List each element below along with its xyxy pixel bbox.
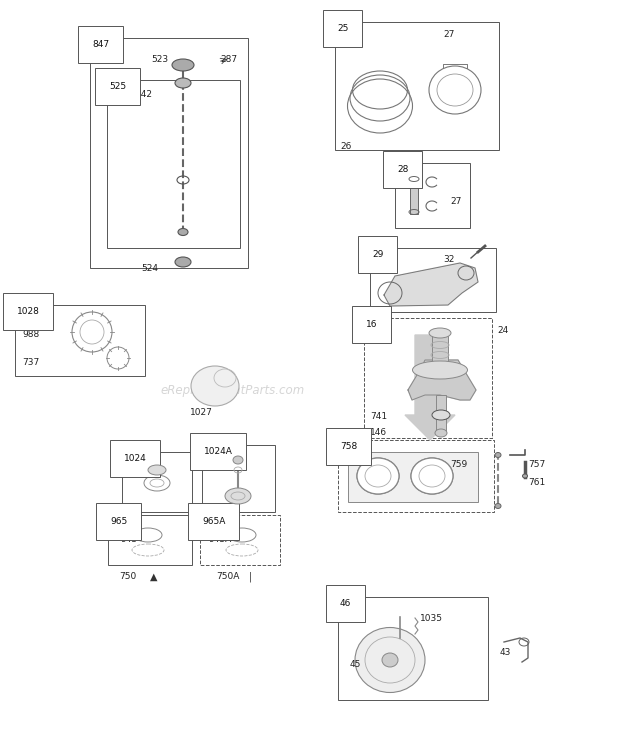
- Text: 750A: 750A: [216, 572, 240, 581]
- Bar: [108, 515, 192, 565]
- Ellipse shape: [225, 488, 251, 504]
- Text: ▲: ▲: [150, 572, 157, 582]
- Text: eReplacementParts.com: eReplacementParts.com: [160, 383, 304, 397]
- Text: 761: 761: [528, 478, 545, 487]
- Text: 750: 750: [120, 572, 136, 581]
- Text: 965A: 965A: [202, 517, 226, 526]
- Text: 28: 28: [397, 165, 409, 174]
- Ellipse shape: [175, 78, 191, 88]
- Text: 16: 16: [366, 320, 378, 329]
- Text: 737: 737: [22, 358, 39, 367]
- Ellipse shape: [382, 653, 398, 667]
- Ellipse shape: [435, 429, 447, 437]
- Text: 46: 46: [340, 599, 352, 608]
- Bar: [200, 515, 280, 565]
- Text: 1024: 1024: [124, 454, 147, 463]
- Ellipse shape: [178, 228, 188, 236]
- Bar: [432, 333, 448, 363]
- Text: 45: 45: [350, 660, 361, 669]
- Text: 29: 29: [372, 250, 383, 259]
- Text: 758: 758: [340, 442, 357, 451]
- Text: 32: 32: [443, 255, 454, 264]
- Text: 943A: 943A: [208, 535, 231, 544]
- Ellipse shape: [233, 456, 243, 464]
- Text: 24: 24: [497, 326, 508, 335]
- Text: 943: 943: [120, 535, 137, 544]
- Ellipse shape: [523, 474, 528, 478]
- Bar: [107, 80, 240, 248]
- Text: 757: 757: [528, 460, 545, 469]
- FancyArrow shape: [405, 335, 455, 440]
- Polygon shape: [408, 360, 476, 400]
- Bar: [122, 452, 192, 512]
- Bar: [364, 318, 492, 438]
- Ellipse shape: [355, 627, 425, 693]
- Text: 525: 525: [109, 82, 126, 91]
- Ellipse shape: [357, 458, 399, 494]
- Text: |: |: [249, 572, 252, 583]
- Text: 965: 965: [110, 517, 127, 526]
- Ellipse shape: [175, 257, 191, 267]
- Text: 43: 43: [500, 648, 511, 657]
- Ellipse shape: [148, 465, 166, 475]
- Text: 1035: 1035: [420, 614, 443, 623]
- Text: 1027: 1027: [190, 408, 213, 417]
- Ellipse shape: [429, 328, 451, 338]
- Bar: [90, 38, 248, 268]
- Ellipse shape: [411, 458, 453, 494]
- Bar: [15, 305, 145, 376]
- Ellipse shape: [172, 59, 194, 71]
- Bar: [348, 452, 478, 502]
- Text: 25: 25: [337, 24, 348, 33]
- Bar: [338, 440, 494, 512]
- Text: 1024A: 1024A: [204, 447, 233, 456]
- Polygon shape: [384, 263, 478, 306]
- Bar: [338, 597, 488, 700]
- Bar: [410, 178, 418, 214]
- Text: 26: 26: [340, 142, 352, 151]
- Text: 287: 287: [220, 55, 237, 64]
- Text: 741: 741: [370, 412, 387, 421]
- Ellipse shape: [412, 361, 467, 379]
- Ellipse shape: [432, 410, 450, 420]
- Text: 27: 27: [443, 30, 454, 39]
- Text: 523: 523: [151, 55, 168, 64]
- Bar: [370, 248, 496, 312]
- Ellipse shape: [495, 504, 501, 508]
- Bar: [202, 445, 275, 512]
- Ellipse shape: [191, 366, 239, 406]
- Text: 1028: 1028: [17, 307, 40, 316]
- Bar: [395, 163, 470, 228]
- Bar: [436, 395, 446, 433]
- Text: 524: 524: [141, 264, 158, 273]
- Text: 27: 27: [450, 197, 461, 206]
- Bar: [335, 22, 499, 150]
- Text: 988: 988: [22, 330, 39, 339]
- Text: 842: 842: [135, 90, 152, 99]
- Text: 847: 847: [92, 40, 109, 49]
- Text: 146: 146: [370, 428, 387, 437]
- Ellipse shape: [495, 452, 501, 458]
- Text: 759: 759: [450, 460, 467, 469]
